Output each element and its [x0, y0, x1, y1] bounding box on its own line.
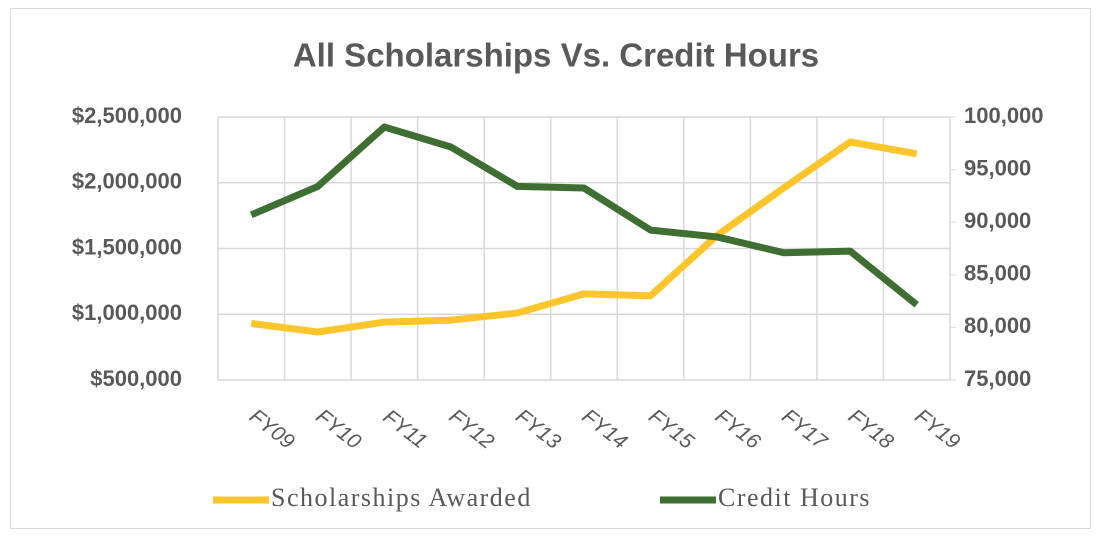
y2-tick-label: 100,000	[964, 103, 1044, 128]
series-line	[250, 138, 918, 336]
y2-tick-label: 75,000	[964, 366, 1031, 391]
y-tick-label: $1,500,000	[72, 234, 182, 259]
legend-label: Scholarships Awarded	[271, 483, 532, 512]
y2-tick-label: 95,000	[964, 155, 1031, 180]
y2-tick-label: 85,000	[964, 261, 1031, 286]
series-line	[249, 123, 919, 308]
y-tick-label: $500,000	[90, 366, 182, 391]
y2-tick-label: 80,000	[964, 313, 1031, 338]
y2-tick-label: 90,000	[964, 208, 1031, 233]
chart-title: All Scholarships Vs. Credit Hours	[293, 37, 819, 74]
y-tick-label: $1,000,000	[72, 300, 182, 325]
legend-label: Credit Hours	[718, 483, 871, 512]
y-tick-label: $2,500,000	[72, 103, 182, 128]
y-tick-label: $2,000,000	[72, 169, 182, 194]
